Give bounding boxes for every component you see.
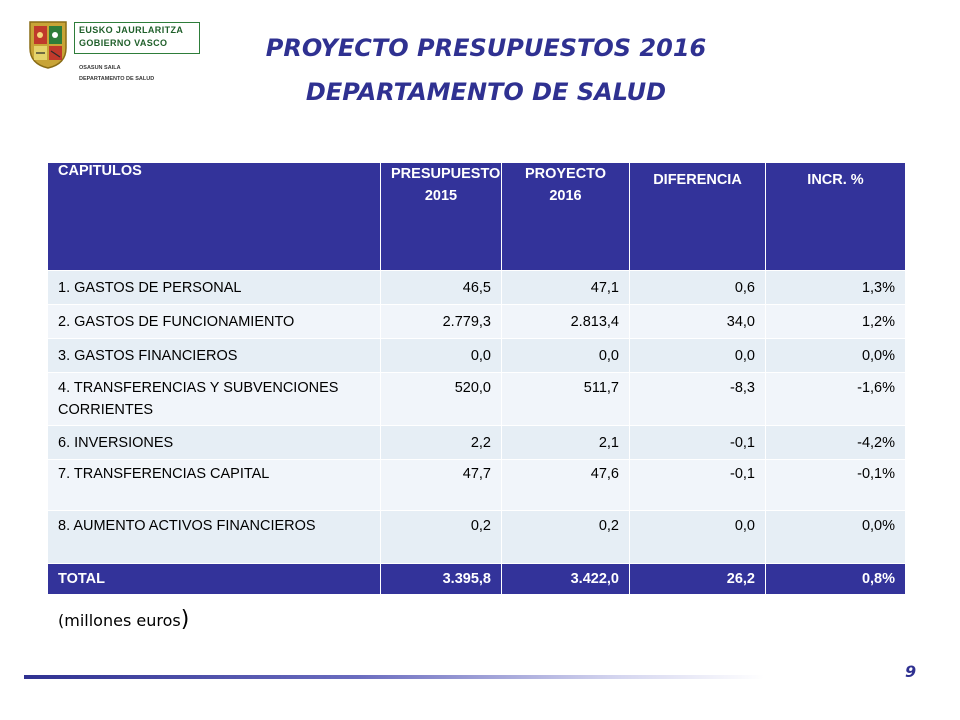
total-incr: 0,8% xyxy=(765,563,906,595)
cell-presupuesto: 46,5 xyxy=(380,270,502,305)
footer-bar xyxy=(24,675,764,679)
total-presupuesto: 3.395,8 xyxy=(380,563,502,595)
cell-presupuesto: 520,0 xyxy=(380,372,502,426)
header-incr: INCR. % xyxy=(765,162,906,271)
header-capitulos: CAPITULOS xyxy=(47,162,381,271)
total-diferencia: 26,2 xyxy=(629,563,766,595)
coat-of-arms-icon xyxy=(29,21,67,69)
table-row: 2. GASTOS DE FUNCIONAMIENTO 2.779,3 2.81… xyxy=(47,304,906,339)
cell-diferencia: 34,0 xyxy=(629,304,766,339)
page-number: 9 xyxy=(905,662,917,681)
cell-capitulo: 3. GASTOS FINANCIEROS xyxy=(47,338,381,373)
cell-presupuesto: 0,0 xyxy=(380,338,502,373)
cell-proyecto: 0,2 xyxy=(501,510,630,564)
cell-incr: 0,0% xyxy=(765,338,906,373)
table-row: 3. GASTOS FINANCIEROS 0,0 0,0 0,0 0,0% xyxy=(47,338,906,373)
total-label: TOTAL xyxy=(47,563,381,595)
logo-dept-line2: DEPARTAMENTO DE SALUD xyxy=(79,76,155,82)
cell-presupuesto: 2.779,3 xyxy=(380,304,502,339)
cell-proyecto: 2,1 xyxy=(501,425,630,460)
logo-dept-line1: OSASUN SAILA xyxy=(79,65,121,71)
logo-text-line1: EUSKO JAURLARITZA xyxy=(79,25,184,35)
units-note-open-paren: ( xyxy=(58,611,65,630)
cell-capitulo: 4. TRANSFERENCIAS Y SUBVENCIONES CORRIEN… xyxy=(47,372,381,426)
header-presupuesto-line1: PRESUPUESTO xyxy=(391,166,501,182)
cell-incr: -4,2% xyxy=(765,425,906,460)
cell-capitulo: 6. INVERSIONES xyxy=(47,425,381,460)
cell-diferencia: -8,3 xyxy=(629,372,766,426)
header-proyecto-line1: PROYECTO xyxy=(524,166,607,182)
cell-capitulo: 7. TRANSFERENCIAS CAPITAL xyxy=(47,459,381,511)
cell-proyecto: 2.813,4 xyxy=(501,304,630,339)
table-row: 6. INVERSIONES 2,2 2,1 -0,1 -4,2% xyxy=(47,425,906,460)
units-note: (millones euros) xyxy=(58,607,189,632)
cell-incr: -0,1% xyxy=(765,459,906,511)
table-row: 8. AUMENTO ACTIVOS FINANCIEROS 0,2 0,2 0… xyxy=(47,510,906,564)
cell-proyecto: 511,7 xyxy=(501,372,630,426)
cell-capitulo: 1. GASTOS DE PERSONAL xyxy=(47,270,381,305)
table-row: 1. GASTOS DE PERSONAL 46,5 47,1 0,6 1,3% xyxy=(47,270,906,305)
cell-diferencia: 0,0 xyxy=(629,338,766,373)
table-total-row: TOTAL 3.395,8 3.422,0 26,2 0,8% xyxy=(47,563,906,595)
header-presupuesto-line2: 2015 xyxy=(424,188,458,204)
cell-proyecto: 47,1 xyxy=(501,270,630,305)
cell-diferencia: 0,6 xyxy=(629,270,766,305)
cell-diferencia: 0,0 xyxy=(629,510,766,564)
cell-capitulo: 2. GASTOS DE FUNCIONAMIENTO xyxy=(47,304,381,339)
cell-incr: -1,6% xyxy=(765,372,906,426)
header-diferencia: DIFERENCIA xyxy=(629,162,766,271)
page-title: PROYECTO PRESUPUESTOS 2016 xyxy=(265,34,707,62)
header-proyecto-2016: PROYECTO 2016 xyxy=(501,162,630,271)
units-note-text: millones euros xyxy=(64,611,181,630)
cell-presupuesto: 47,7 xyxy=(380,459,502,511)
units-note-close-paren: ) xyxy=(180,607,190,632)
table-header-row: CAPITULOS PRESUPUESTO 2015 PROYECTO 2016… xyxy=(47,162,906,271)
header-presupuesto-2015: PRESUPUESTO 2015 xyxy=(380,162,502,271)
table-row: 4. TRANSFERENCIAS Y SUBVENCIONES CORRIEN… xyxy=(47,372,906,426)
cell-incr: 1,2% xyxy=(765,304,906,339)
logo-text-line2: GOBIERNO VASCO xyxy=(79,38,168,48)
cell-incr: 1,3% xyxy=(765,270,906,305)
cell-presupuesto: 0,2 xyxy=(380,510,502,564)
cell-proyecto: 0,0 xyxy=(501,338,630,373)
cell-diferencia: -0,1 xyxy=(629,459,766,511)
header-proyecto-line2: 2016 xyxy=(549,188,582,204)
budget-table: CAPITULOS PRESUPUESTO 2015 PROYECTO 2016… xyxy=(47,162,906,595)
cell-capitulo: 8. AUMENTO ACTIVOS FINANCIEROS xyxy=(47,510,381,564)
table-row: 7. TRANSFERENCIAS CAPITAL 47,7 47,6 -0,1… xyxy=(47,459,906,511)
cell-presupuesto: 2,2 xyxy=(380,425,502,460)
total-proyecto: 3.422,0 xyxy=(501,563,630,595)
page-subtitle: DEPARTAMENTO DE SALUD xyxy=(305,78,667,106)
logo-frame xyxy=(74,22,200,54)
cell-proyecto: 47,6 xyxy=(501,459,630,511)
cell-incr: 0,0% xyxy=(765,510,906,564)
cell-diferencia: -0,1 xyxy=(629,425,766,460)
gobierno-vasco-logo: EUSKO JAURLARITZA GOBIERNO VASCO OSASUN … xyxy=(22,18,202,88)
